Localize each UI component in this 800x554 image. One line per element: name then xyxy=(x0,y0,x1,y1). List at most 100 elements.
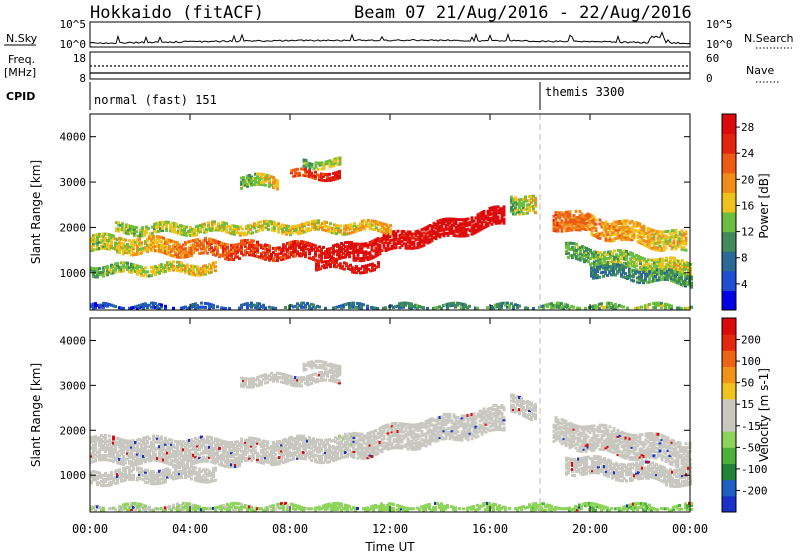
power-cell xyxy=(572,222,576,226)
power-cell xyxy=(682,231,686,235)
power-cell xyxy=(381,222,384,226)
power-cell xyxy=(636,221,640,225)
power-cell xyxy=(645,260,648,263)
power-cell xyxy=(494,221,498,225)
power-cell xyxy=(636,230,640,233)
power-cell xyxy=(164,269,167,273)
power-cell xyxy=(168,253,171,257)
power-cell xyxy=(196,304,199,308)
power-cell xyxy=(566,229,570,232)
power-cell xyxy=(690,277,693,281)
power-cell xyxy=(622,267,625,271)
power-cell xyxy=(374,252,378,256)
power-cell xyxy=(684,236,688,240)
power-cell xyxy=(322,167,326,171)
power-cell xyxy=(599,255,602,259)
power-cell xyxy=(271,226,274,230)
power-cell xyxy=(274,246,277,250)
power-cell xyxy=(370,256,374,260)
power-cell xyxy=(428,232,432,236)
power-cell xyxy=(633,255,636,259)
power-cell xyxy=(238,257,241,260)
power-cell xyxy=(265,219,268,223)
power-cell xyxy=(450,227,454,231)
power-cell xyxy=(484,225,488,229)
velocity-cell xyxy=(112,453,115,457)
power-cell xyxy=(426,237,430,241)
power-cell xyxy=(678,239,682,243)
power-cell xyxy=(472,227,476,231)
power-cell xyxy=(212,240,215,244)
power-cell xyxy=(192,271,195,275)
power-cell xyxy=(670,241,674,245)
power-cell xyxy=(304,170,307,173)
power-cell xyxy=(663,259,666,262)
power-cell xyxy=(568,214,572,218)
power-cell xyxy=(210,238,213,242)
power-cell xyxy=(100,272,103,276)
power-cell xyxy=(150,239,153,242)
power-cell xyxy=(534,198,537,202)
power-cell xyxy=(552,226,556,230)
power-cell xyxy=(332,248,335,252)
power-cell xyxy=(328,159,332,163)
power-cell xyxy=(610,265,613,269)
velocity-cell xyxy=(244,444,247,448)
power-cell xyxy=(294,240,297,244)
velocity-cell xyxy=(200,445,203,449)
power-cell xyxy=(684,230,688,234)
power-cell xyxy=(354,242,358,246)
velocity-cell xyxy=(156,459,159,462)
power-cell xyxy=(304,303,307,307)
velocity-cell xyxy=(160,437,163,441)
power-cell xyxy=(212,265,215,269)
power-cell xyxy=(564,213,568,216)
power-cell xyxy=(317,221,320,225)
power-cell xyxy=(392,242,396,246)
power-cell xyxy=(315,268,318,272)
power-cell xyxy=(320,174,323,178)
power-cell xyxy=(318,245,321,249)
velocity-cell xyxy=(212,456,215,460)
power-cell xyxy=(406,236,410,240)
power-cell xyxy=(678,237,682,241)
power-cell xyxy=(140,269,143,273)
power-cell xyxy=(183,229,186,233)
power-cell xyxy=(567,243,570,247)
power-cell xyxy=(90,249,93,252)
power-cell xyxy=(262,173,265,176)
power-cell xyxy=(408,236,412,240)
velocity-cell xyxy=(176,442,179,446)
velocity-cell xyxy=(294,438,297,442)
power-cell xyxy=(320,167,324,171)
power-cell xyxy=(100,244,103,248)
power-cell xyxy=(608,271,611,275)
power-cell xyxy=(608,235,612,239)
power-cell xyxy=(631,260,634,264)
power-cell xyxy=(635,254,638,257)
power-cell xyxy=(502,211,506,215)
power-cell xyxy=(294,170,297,174)
power-cell xyxy=(532,204,535,208)
power-cell xyxy=(192,247,195,251)
velocity-cell xyxy=(122,438,125,442)
power-cell xyxy=(604,230,608,234)
power-cell xyxy=(204,266,207,270)
power-cell xyxy=(664,277,667,281)
power-cell xyxy=(265,223,268,227)
velocity-cell xyxy=(226,450,229,454)
power-cell xyxy=(355,227,358,231)
velocity-cell xyxy=(204,459,207,463)
velocity-cell xyxy=(104,435,107,439)
velocity-cell xyxy=(114,444,117,448)
velocity-cell xyxy=(168,454,171,458)
power-cell xyxy=(618,226,622,230)
power-cell xyxy=(615,253,618,257)
power-cell xyxy=(478,214,482,218)
power-colorbar-tick-label: 28 xyxy=(741,121,754,134)
power-cell xyxy=(230,243,233,247)
power-cell xyxy=(578,224,582,228)
power-cell xyxy=(192,267,195,270)
power-cell xyxy=(100,303,103,307)
power-cell xyxy=(157,223,160,227)
